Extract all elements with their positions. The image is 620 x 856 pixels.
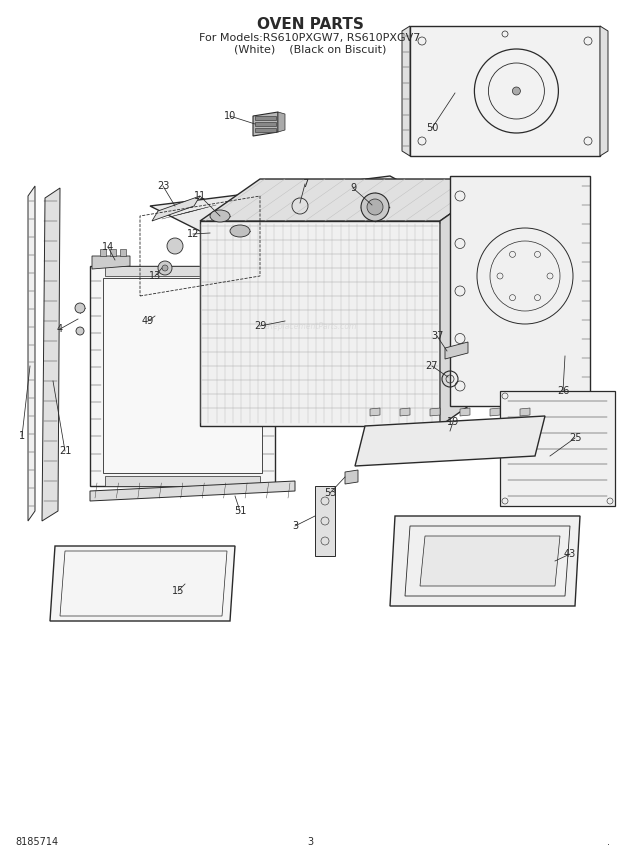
Polygon shape xyxy=(402,26,410,156)
Text: 49: 49 xyxy=(142,316,154,326)
Text: 10: 10 xyxy=(224,111,236,121)
Text: 37: 37 xyxy=(431,331,443,341)
Text: 27: 27 xyxy=(426,361,438,371)
Polygon shape xyxy=(445,342,468,359)
Text: 12: 12 xyxy=(187,229,199,239)
Text: For Models:RS610PXGW7, RS610PXGV7: For Models:RS610PXGW7, RS610PXGV7 xyxy=(199,33,421,43)
Text: 23: 23 xyxy=(157,181,169,191)
Polygon shape xyxy=(50,546,235,621)
Circle shape xyxy=(512,87,520,95)
Polygon shape xyxy=(370,408,380,416)
Polygon shape xyxy=(150,176,450,236)
Polygon shape xyxy=(490,408,500,416)
Polygon shape xyxy=(120,249,126,256)
Text: 13: 13 xyxy=(149,271,161,281)
Polygon shape xyxy=(200,221,440,426)
Polygon shape xyxy=(90,481,295,501)
Polygon shape xyxy=(28,186,35,521)
Polygon shape xyxy=(92,256,130,269)
Polygon shape xyxy=(90,266,275,486)
Polygon shape xyxy=(200,179,500,221)
Text: 50: 50 xyxy=(426,123,438,133)
Circle shape xyxy=(361,193,389,221)
Polygon shape xyxy=(105,266,260,276)
Text: 26: 26 xyxy=(557,386,569,396)
Polygon shape xyxy=(110,249,116,256)
Text: 15: 15 xyxy=(172,586,184,596)
Polygon shape xyxy=(255,122,276,126)
Polygon shape xyxy=(345,470,358,484)
Polygon shape xyxy=(103,278,262,473)
Polygon shape xyxy=(100,249,106,256)
Polygon shape xyxy=(500,391,615,506)
Text: 4: 4 xyxy=(57,324,63,334)
Ellipse shape xyxy=(230,225,250,237)
Polygon shape xyxy=(440,179,500,426)
Text: 1: 1 xyxy=(19,431,25,441)
Circle shape xyxy=(75,303,85,313)
Text: 53: 53 xyxy=(324,488,336,498)
Polygon shape xyxy=(253,112,278,136)
Polygon shape xyxy=(278,112,285,132)
Polygon shape xyxy=(413,196,450,208)
Text: 19: 19 xyxy=(447,417,459,427)
Polygon shape xyxy=(410,26,600,156)
Text: 7: 7 xyxy=(302,179,308,189)
Circle shape xyxy=(76,327,84,335)
Polygon shape xyxy=(450,176,590,406)
Circle shape xyxy=(367,199,383,215)
Polygon shape xyxy=(400,408,410,416)
Text: 51: 51 xyxy=(234,506,246,516)
Text: 11: 11 xyxy=(194,191,206,201)
Polygon shape xyxy=(520,408,530,416)
Text: 8185714: 8185714 xyxy=(15,837,58,847)
Text: 25: 25 xyxy=(569,433,582,443)
Text: 43: 43 xyxy=(564,549,576,559)
Polygon shape xyxy=(390,516,580,606)
Text: 29: 29 xyxy=(254,321,266,331)
Text: 21: 21 xyxy=(59,446,71,456)
Text: 3: 3 xyxy=(307,837,313,847)
Text: 3: 3 xyxy=(292,521,298,531)
Polygon shape xyxy=(315,486,335,556)
Circle shape xyxy=(162,265,168,271)
Text: 9: 9 xyxy=(350,183,356,193)
Text: .: . xyxy=(606,837,609,847)
Polygon shape xyxy=(420,536,560,586)
Text: 14: 14 xyxy=(102,242,114,252)
Text: eReplacementParts.com: eReplacementParts.com xyxy=(264,322,356,330)
Polygon shape xyxy=(460,408,470,416)
Text: (White)    (Black on Biscuit): (White) (Black on Biscuit) xyxy=(234,44,386,54)
Polygon shape xyxy=(430,408,440,416)
Polygon shape xyxy=(152,196,200,221)
Polygon shape xyxy=(255,128,276,132)
Circle shape xyxy=(167,238,183,254)
Polygon shape xyxy=(355,416,545,466)
Text: OVEN PARTS: OVEN PARTS xyxy=(257,16,363,32)
Ellipse shape xyxy=(210,210,230,222)
Polygon shape xyxy=(255,116,276,120)
Polygon shape xyxy=(42,188,60,521)
Polygon shape xyxy=(105,476,260,486)
Circle shape xyxy=(158,261,172,275)
Polygon shape xyxy=(600,26,608,156)
